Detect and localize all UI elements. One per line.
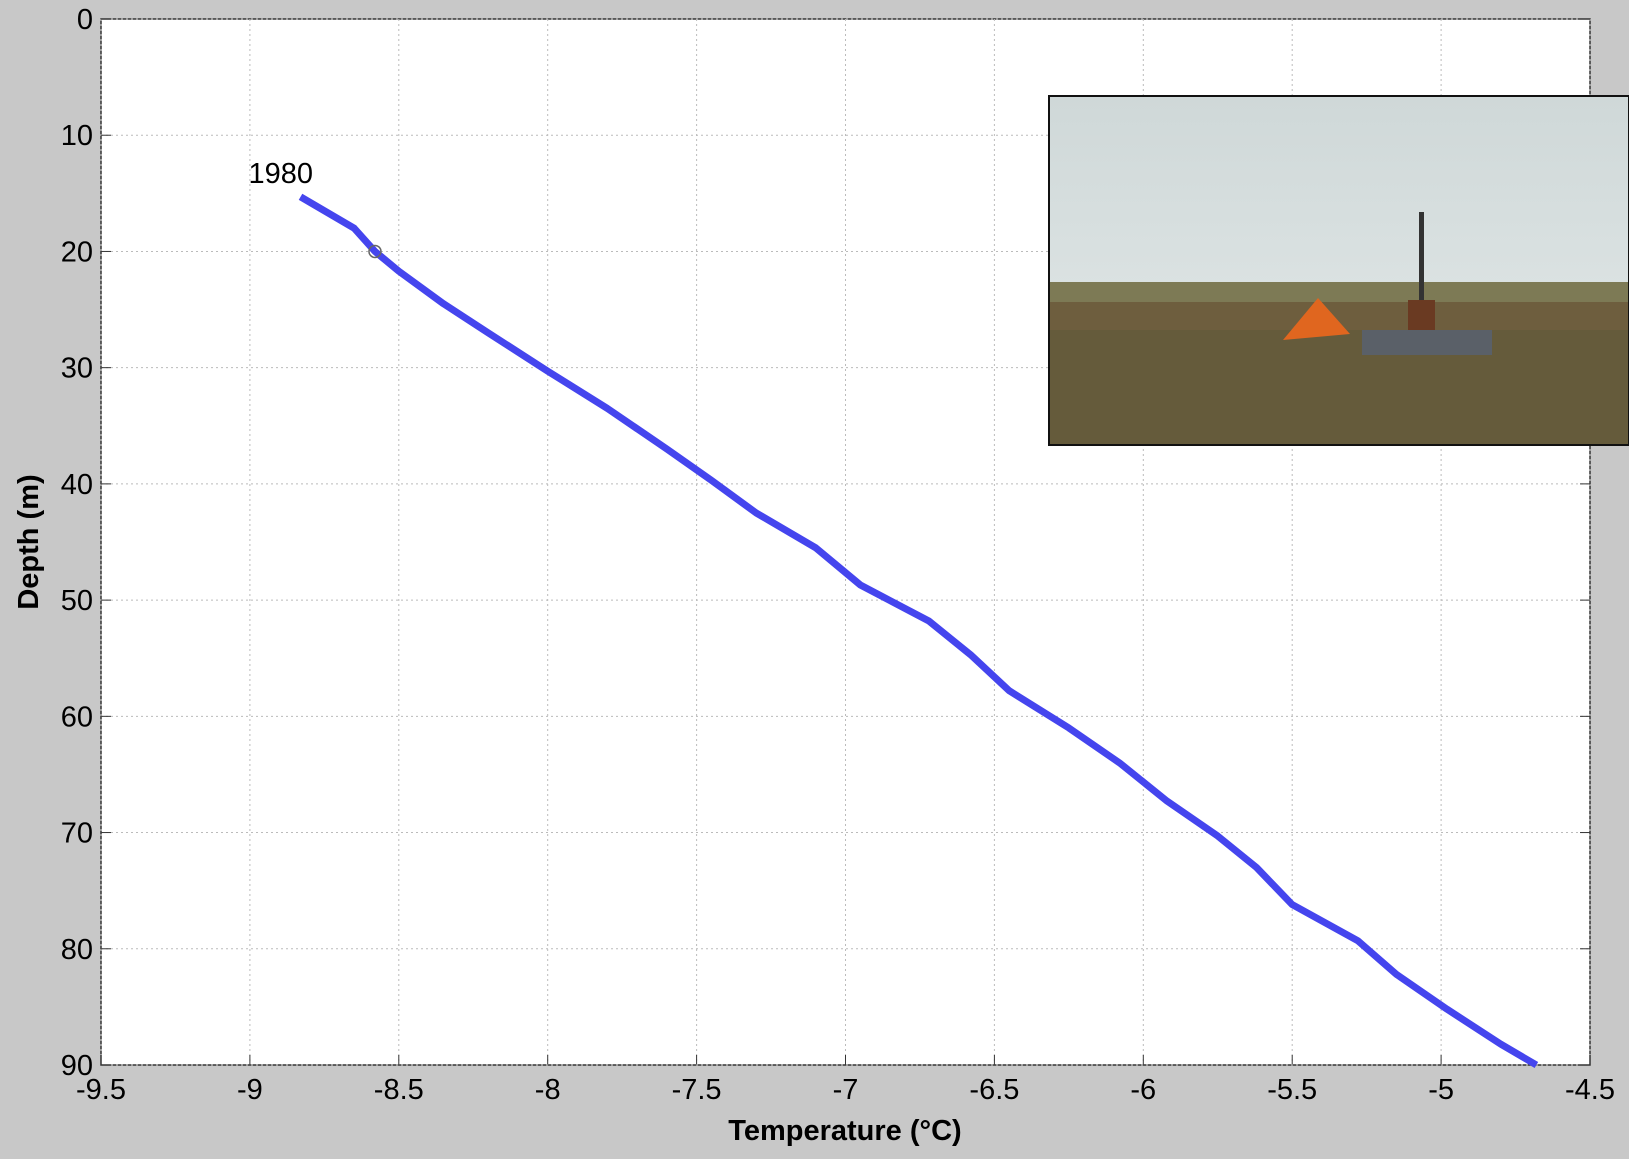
x-tick-label: -7 bbox=[833, 1074, 859, 1106]
y-tick-label: 0 bbox=[77, 4, 93, 36]
y-axis-label: Depth (m) bbox=[13, 474, 45, 609]
x-tick-label: -5 bbox=[1428, 1074, 1454, 1106]
temperature-profile bbox=[298, 193, 1539, 1069]
photo-platform bbox=[1362, 330, 1492, 355]
x-tick-label: -5.5 bbox=[1267, 1074, 1317, 1106]
marks bbox=[298, 193, 1539, 1069]
y-tick-label: 80 bbox=[61, 934, 93, 966]
photo-foreground bbox=[1049, 330, 1629, 445]
y-tick-label: 60 bbox=[61, 701, 93, 733]
x-tick-label: -9 bbox=[237, 1074, 263, 1106]
x-tick-label: -9.5 bbox=[76, 1074, 126, 1106]
photo-wellhead bbox=[1419, 212, 1424, 322]
y-tick-label: 70 bbox=[61, 818, 93, 850]
marker bbox=[368, 244, 382, 259]
photo-inset bbox=[1048, 95, 1629, 446]
y-tick-label: 20 bbox=[61, 236, 93, 268]
x-tick-label: -7.5 bbox=[672, 1074, 722, 1106]
x-tick-label: -6.5 bbox=[969, 1074, 1019, 1106]
y-tick-label: 50 bbox=[61, 585, 93, 617]
x-axis-label: Temperature (°C) bbox=[728, 1115, 961, 1147]
y-tick-label: 10 bbox=[61, 120, 93, 152]
photo-frame bbox=[1048, 95, 1629, 446]
annotation: 1980 bbox=[249, 158, 314, 190]
y-tick-label: 30 bbox=[61, 353, 93, 385]
x-tick-label: -8 bbox=[535, 1074, 561, 1106]
y-tick-label: 90 bbox=[61, 1050, 93, 1082]
x-tick-label: -4.5 bbox=[1565, 1074, 1615, 1106]
photo-valve bbox=[1408, 300, 1435, 330]
photo-tent bbox=[1283, 298, 1350, 340]
photo-horizon bbox=[1049, 282, 1629, 302]
y-tick-label: 40 bbox=[61, 469, 93, 501]
x-tick-label: -8.5 bbox=[374, 1074, 424, 1106]
x-tick-label: -6 bbox=[1130, 1074, 1156, 1106]
